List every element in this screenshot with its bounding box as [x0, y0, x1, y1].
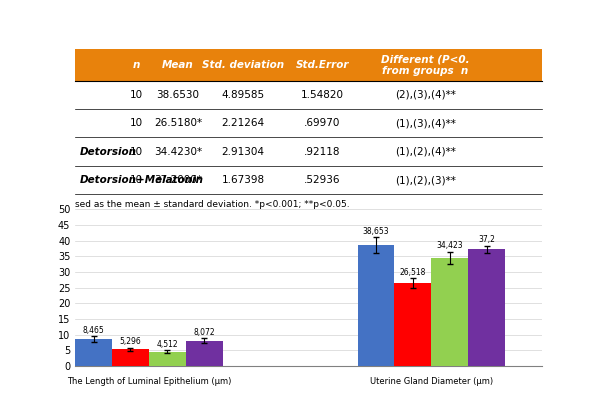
- Text: 10: 10: [129, 175, 143, 185]
- Text: 38.6530: 38.6530: [157, 90, 199, 100]
- Text: Std.Error: Std.Error: [296, 60, 349, 70]
- Text: (1),(2),(3)**: (1),(2),(3)**: [395, 175, 456, 185]
- Text: 10: 10: [129, 147, 143, 157]
- Text: (1),(3),(4)**: (1),(3),(4)**: [395, 118, 456, 128]
- Text: 26,518: 26,518: [400, 268, 426, 277]
- Text: 5,296: 5,296: [120, 337, 141, 346]
- Text: 2.91304: 2.91304: [222, 147, 265, 157]
- Text: 4,512: 4,512: [157, 339, 178, 349]
- Text: The Length of Luminal Epithelium (μm): The Length of Luminal Epithelium (μm): [67, 377, 231, 386]
- Text: 1.67398: 1.67398: [222, 175, 265, 185]
- Text: 10: 10: [129, 118, 143, 128]
- Bar: [186, 341, 223, 366]
- Bar: [394, 283, 431, 366]
- Text: 8,072: 8,072: [193, 328, 215, 337]
- Text: .92118: .92118: [304, 147, 341, 157]
- Text: 38,653: 38,653: [363, 226, 389, 236]
- Text: (1),(2),(4)**: (1),(2),(4)**: [395, 147, 456, 157]
- Bar: [358, 245, 394, 366]
- Text: 1.54820: 1.54820: [301, 90, 344, 100]
- Text: n: n: [132, 60, 140, 70]
- Text: Detorsion: Detorsion: [80, 147, 137, 157]
- Text: 8,465: 8,465: [83, 326, 105, 335]
- Text: (2),(3),(4)**: (2),(3),(4)**: [395, 90, 456, 100]
- Text: Mean: Mean: [162, 60, 194, 70]
- Bar: [112, 349, 149, 366]
- Bar: [431, 258, 468, 366]
- Text: 4.89585: 4.89585: [222, 90, 265, 100]
- Text: 37,2: 37,2: [478, 235, 495, 244]
- Bar: [149, 352, 186, 366]
- Text: 26.5180*: 26.5180*: [154, 118, 202, 128]
- Bar: [75, 339, 112, 366]
- Text: .69970: .69970: [305, 118, 341, 128]
- Bar: [75, 49, 542, 81]
- Text: 34.4230*: 34.4230*: [154, 147, 202, 157]
- Text: .52936: .52936: [304, 175, 341, 185]
- Bar: [468, 249, 505, 366]
- Text: 34,423: 34,423: [436, 241, 463, 250]
- Text: sed as the mean ± standard deviation. *p<0.001; **p<0.05.: sed as the mean ± standard deviation. *p…: [75, 200, 350, 209]
- Text: Detorsion+Melatonin: Detorsion+Melatonin: [80, 175, 204, 185]
- Text: Std. deviation: Std. deviation: [202, 60, 284, 70]
- Text: 2.21264: 2.21264: [222, 118, 265, 128]
- Text: Uterine Gland Diameter (μm): Uterine Gland Diameter (μm): [370, 377, 493, 386]
- Text: 10: 10: [129, 90, 143, 100]
- Text: Different (P<0.
from groups  n: Different (P<0. from groups n: [381, 54, 470, 76]
- Text: 37.2000*: 37.2000*: [154, 175, 202, 185]
